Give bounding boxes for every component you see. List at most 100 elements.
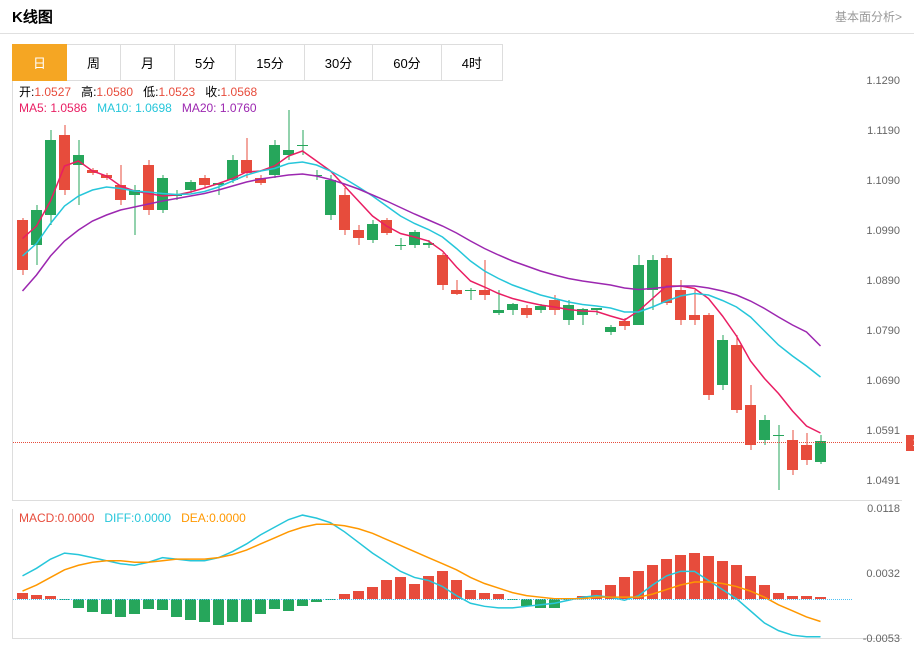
candle xyxy=(535,80,546,500)
candle xyxy=(437,80,448,500)
candle xyxy=(31,80,42,500)
candle xyxy=(227,80,238,500)
macd-bar xyxy=(157,599,168,610)
candle xyxy=(171,80,182,500)
candle xyxy=(619,80,630,500)
candle xyxy=(381,80,392,500)
macd-bar xyxy=(143,599,154,610)
macd-bar xyxy=(745,576,756,599)
y-tick: 1.1090 xyxy=(866,175,900,187)
tab-30分[interactable]: 30分 xyxy=(305,44,373,81)
macd-bar xyxy=(129,599,140,614)
candle xyxy=(815,80,826,500)
macd-display: MACD:0.0000 DIFF:0.0000 DEA:0.0000 xyxy=(19,511,246,525)
macd-bar xyxy=(703,556,714,599)
macd-bar xyxy=(87,599,98,613)
tab-60分[interactable]: 60分 xyxy=(373,44,441,81)
candle xyxy=(661,80,672,500)
candle xyxy=(773,80,784,500)
analysis-link[interactable]: 基本面分析> xyxy=(835,8,902,25)
y-tick: 1.0690 xyxy=(866,375,900,387)
candle xyxy=(311,80,322,500)
macd-bar xyxy=(451,580,462,598)
macd-bar xyxy=(437,571,448,598)
candle xyxy=(129,80,140,500)
candle xyxy=(143,80,154,500)
macd-bar xyxy=(605,585,616,599)
candle xyxy=(73,80,84,500)
timeframe-tabs: 日周月5分15分30分60分4时 xyxy=(12,44,902,81)
candle xyxy=(745,80,756,500)
candle xyxy=(59,80,70,500)
candle xyxy=(591,80,602,500)
macd-bar xyxy=(423,576,434,599)
candle xyxy=(101,80,112,500)
candle xyxy=(731,80,742,500)
macd-bar xyxy=(409,584,420,599)
tab-周[interactable]: 周 xyxy=(67,44,121,81)
candle xyxy=(507,80,518,500)
candle xyxy=(787,80,798,500)
tab-日[interactable]: 日 xyxy=(12,44,67,81)
macd-bar xyxy=(297,599,308,607)
macd-bar xyxy=(619,577,630,598)
candle xyxy=(521,80,532,500)
macd-chart[interactable]: MACD:0.0000 DIFF:0.0000 DEA:0.0000 0.011… xyxy=(12,509,902,639)
macd-bar xyxy=(381,580,392,598)
candle xyxy=(395,80,406,500)
candle xyxy=(45,80,56,500)
y-tick: 1.0990 xyxy=(866,225,900,237)
macd-bar xyxy=(521,599,532,607)
tab-15分[interactable]: 15分 xyxy=(236,44,304,81)
ma-display: MA5: 1.0586 MA10: 1.0698 MA20: 1.0760 xyxy=(19,101,257,115)
macd-bar xyxy=(661,559,672,599)
candle xyxy=(689,80,700,500)
y-tick: 1.0790 xyxy=(866,325,900,337)
macd-bar xyxy=(101,599,112,614)
candle xyxy=(241,80,252,500)
candle xyxy=(801,80,812,500)
candle xyxy=(563,80,574,500)
y-tick: 1.1190 xyxy=(867,125,900,137)
macd-bar xyxy=(395,577,406,598)
tab-4时[interactable]: 4时 xyxy=(442,44,503,81)
macd-bar xyxy=(465,590,476,599)
macd-bar xyxy=(647,565,658,598)
macd-bar xyxy=(115,599,126,617)
candle xyxy=(87,80,98,500)
macd-bar xyxy=(171,599,182,617)
tab-月[interactable]: 月 xyxy=(121,44,175,81)
tab-5分[interactable]: 5分 xyxy=(175,44,236,81)
current-price-tag: 1.0568 xyxy=(906,435,914,451)
candle xyxy=(325,80,336,500)
candle xyxy=(675,80,686,500)
candle xyxy=(199,80,210,500)
y-tick: 1.0890 xyxy=(866,275,900,287)
candlestick-chart[interactable]: 1.12901.11901.10901.09901.08901.07901.06… xyxy=(12,81,902,501)
candle xyxy=(759,80,770,500)
candle xyxy=(283,80,294,500)
macd-bar xyxy=(633,571,644,598)
candle xyxy=(647,80,658,500)
candle xyxy=(353,80,364,500)
candle xyxy=(255,80,266,500)
candle xyxy=(633,80,644,500)
candle xyxy=(339,80,350,500)
macd-bar xyxy=(731,565,742,598)
candle xyxy=(409,80,420,500)
candle xyxy=(297,80,308,500)
candle xyxy=(451,80,462,500)
macd-bar xyxy=(73,599,84,608)
candle xyxy=(493,80,504,500)
macd-bar xyxy=(241,599,252,622)
macd-bar xyxy=(549,599,560,608)
macd-bar xyxy=(689,553,700,599)
candle xyxy=(157,80,168,500)
macd-bar xyxy=(185,599,196,620)
candle xyxy=(367,80,378,500)
y-tick: 1.1290 xyxy=(866,75,900,87)
macd-bar xyxy=(283,599,294,611)
macd-bar xyxy=(213,599,224,625)
ohlc-display: 开:1.0527 高:1.0580 低:1.0523 收:1.0568 xyxy=(19,83,257,100)
macd-bar xyxy=(227,599,238,622)
